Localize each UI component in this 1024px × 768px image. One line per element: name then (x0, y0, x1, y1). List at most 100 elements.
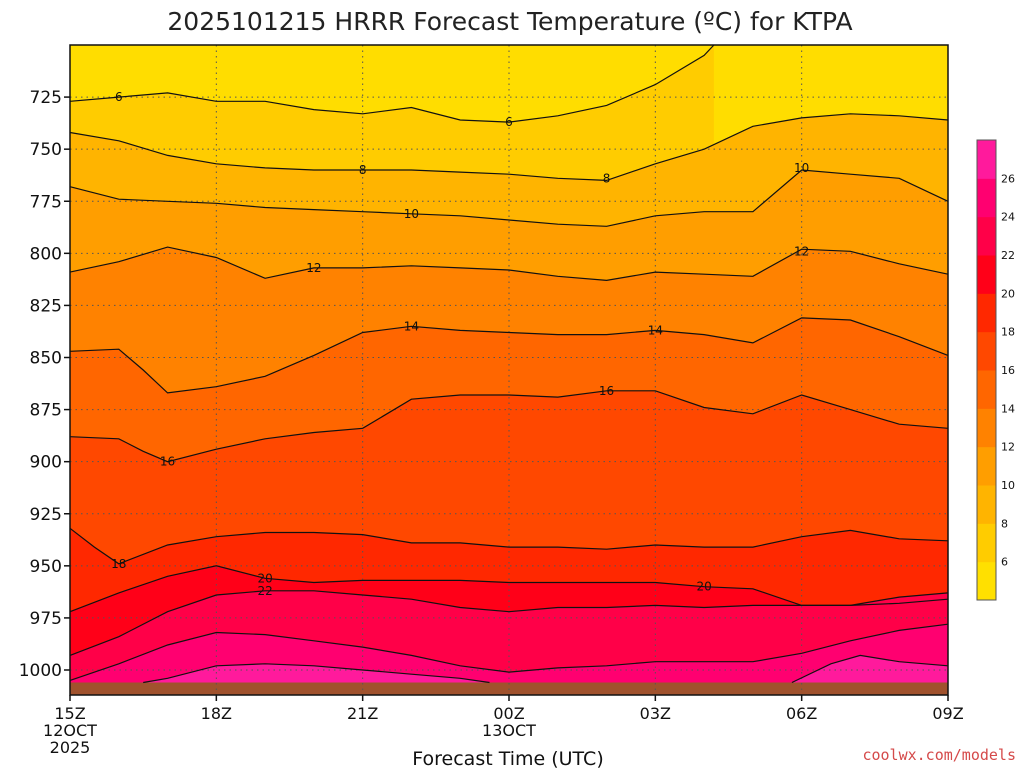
temperature-band-26-closed (791, 655, 948, 683)
contour-label-text: 22 (257, 584, 272, 598)
y-tick-label: 850 (30, 349, 62, 369)
contour-label-text: 6 (115, 90, 123, 104)
contour-label-text: 16 (160, 455, 175, 469)
contour-label: 14 (404, 319, 419, 333)
colorbar-swatch (977, 446, 996, 486)
colorbar-swatch (977, 485, 996, 524)
contour-label-text: 14 (404, 319, 419, 333)
contour-label: 12 (794, 244, 809, 258)
contour-label-text: 20 (696, 580, 711, 594)
contour-label: 18 (111, 557, 126, 571)
contour-26 (143, 663, 490, 684)
y-tick-label: 750 (30, 140, 62, 160)
contour-label: 6 (115, 90, 123, 104)
contour-label-text: 14 (648, 323, 663, 337)
contour-6 (69, 44, 715, 123)
x-tick-label: 09Z (932, 704, 963, 723)
contour-label: 16 (599, 384, 614, 398)
gridlines (69, 45, 949, 695)
credit-link[interactable]: coolwx.com/models (862, 746, 1016, 764)
colorbar-swatch (977, 370, 996, 409)
contour-22 (69, 590, 949, 656)
y-tick-label: 775 (30, 192, 62, 212)
contour-label: 16 (160, 455, 175, 469)
contour-label: 22 (257, 584, 272, 598)
colorbar-swatch (977, 178, 996, 218)
y-tick-label: 975 (30, 609, 62, 629)
contour-label-text: 20 (257, 571, 272, 585)
colorbar-swatch (977, 331, 996, 371)
colorbar-tick-label: 14 (1001, 402, 1015, 415)
contour-label-text: 12 (306, 261, 321, 275)
chart-title: 2025101215 HRRR Forecast Temperature (ºC… (167, 7, 852, 36)
colorbar-swatch (977, 293, 996, 333)
x-axis-label: Forecast Time (UTC) (412, 748, 603, 768)
contour-label-text: 8 (359, 163, 367, 177)
contour-label: 10 (404, 207, 419, 221)
contour-label-text: 16 (599, 384, 614, 398)
contour-label: 6 (505, 115, 513, 129)
colorbar-swatch (977, 216, 996, 256)
contour-8 (69, 113, 949, 182)
x-tick-label: 13OCT (482, 721, 536, 740)
contour-label: 20 (257, 571, 272, 585)
contour-label: 8 (359, 163, 367, 177)
contour-label: 8 (603, 171, 611, 185)
contour-24 (69, 623, 949, 681)
contour-label-text: 8 (603, 171, 611, 185)
y-tick-label: 1000 (19, 661, 62, 681)
colorbar-frame (976, 139, 997, 601)
y-tick-label: 800 (30, 244, 62, 264)
contour-14 (69, 317, 949, 394)
colorbar-swatch (977, 561, 996, 601)
contour-label-text: 10 (404, 207, 419, 221)
y-tick-label: 725 (30, 88, 62, 108)
contour-label-text: 12 (794, 244, 809, 258)
x-tick-label: 03Z (640, 704, 671, 723)
x-tick-label: 2025 (50, 738, 91, 757)
x-tick-label: 00Z (493, 704, 524, 723)
contour-label: 10 (794, 161, 809, 175)
y-tick-label: 900 (30, 453, 62, 473)
colorbar-tick-label: 6 (1001, 556, 1008, 569)
contour-18 (69, 527, 949, 565)
x-tick-label: 15Z (54, 704, 85, 723)
colorbar-tick-label: 20 (1001, 287, 1015, 300)
colorbar-tick-label: 24 (1001, 211, 1015, 224)
colorbar-swatch (977, 408, 996, 448)
contour-label-text: 10 (794, 161, 809, 175)
contour-26-closed (791, 654, 949, 684)
contour-16 (69, 390, 949, 463)
colorbar-tick-label: 22 (1001, 249, 1015, 262)
contour-12 (69, 246, 949, 282)
colorbar-tick-label: 26 (1001, 172, 1015, 185)
y-tick-label: 875 (30, 401, 62, 421)
colorbar-swatch (977, 255, 996, 294)
x-tick-label: 21Z (347, 704, 378, 723)
colorbar-tick-label: 18 (1001, 326, 1015, 339)
colorbar-tick-label: 12 (1001, 441, 1015, 454)
contour-label: 14 (648, 323, 663, 337)
contour-label-text: 18 (111, 557, 126, 571)
x-tick-label: 06Z (786, 704, 817, 723)
colorbar-tick-label: 10 (1001, 479, 1015, 492)
y-axis: 725 750 775 800 825 850 875 900 925 950 975 1000 (19, 88, 70, 681)
contour-label: 12 (306, 261, 321, 275)
colorbar-swatch (977, 140, 996, 179)
colorbar-tick-label: 8 (1001, 517, 1008, 530)
contour-10 (69, 169, 949, 227)
contour-label-text: 6 (505, 115, 513, 129)
x-tick-label: 12OCT (43, 721, 97, 740)
y-tick-label: 925 (30, 505, 62, 525)
colorbar-tick-label: 16 (1001, 364, 1015, 377)
colorbar: 6 8 10 12 14 16 18 20 22 24 26 (976, 139, 1015, 601)
x-tick-label: 18Z (201, 704, 232, 723)
y-tick-label: 825 (30, 296, 62, 316)
contour-label: 20 (696, 580, 711, 594)
colorbar-swatch (977, 523, 996, 563)
y-tick-label: 950 (30, 557, 62, 577)
